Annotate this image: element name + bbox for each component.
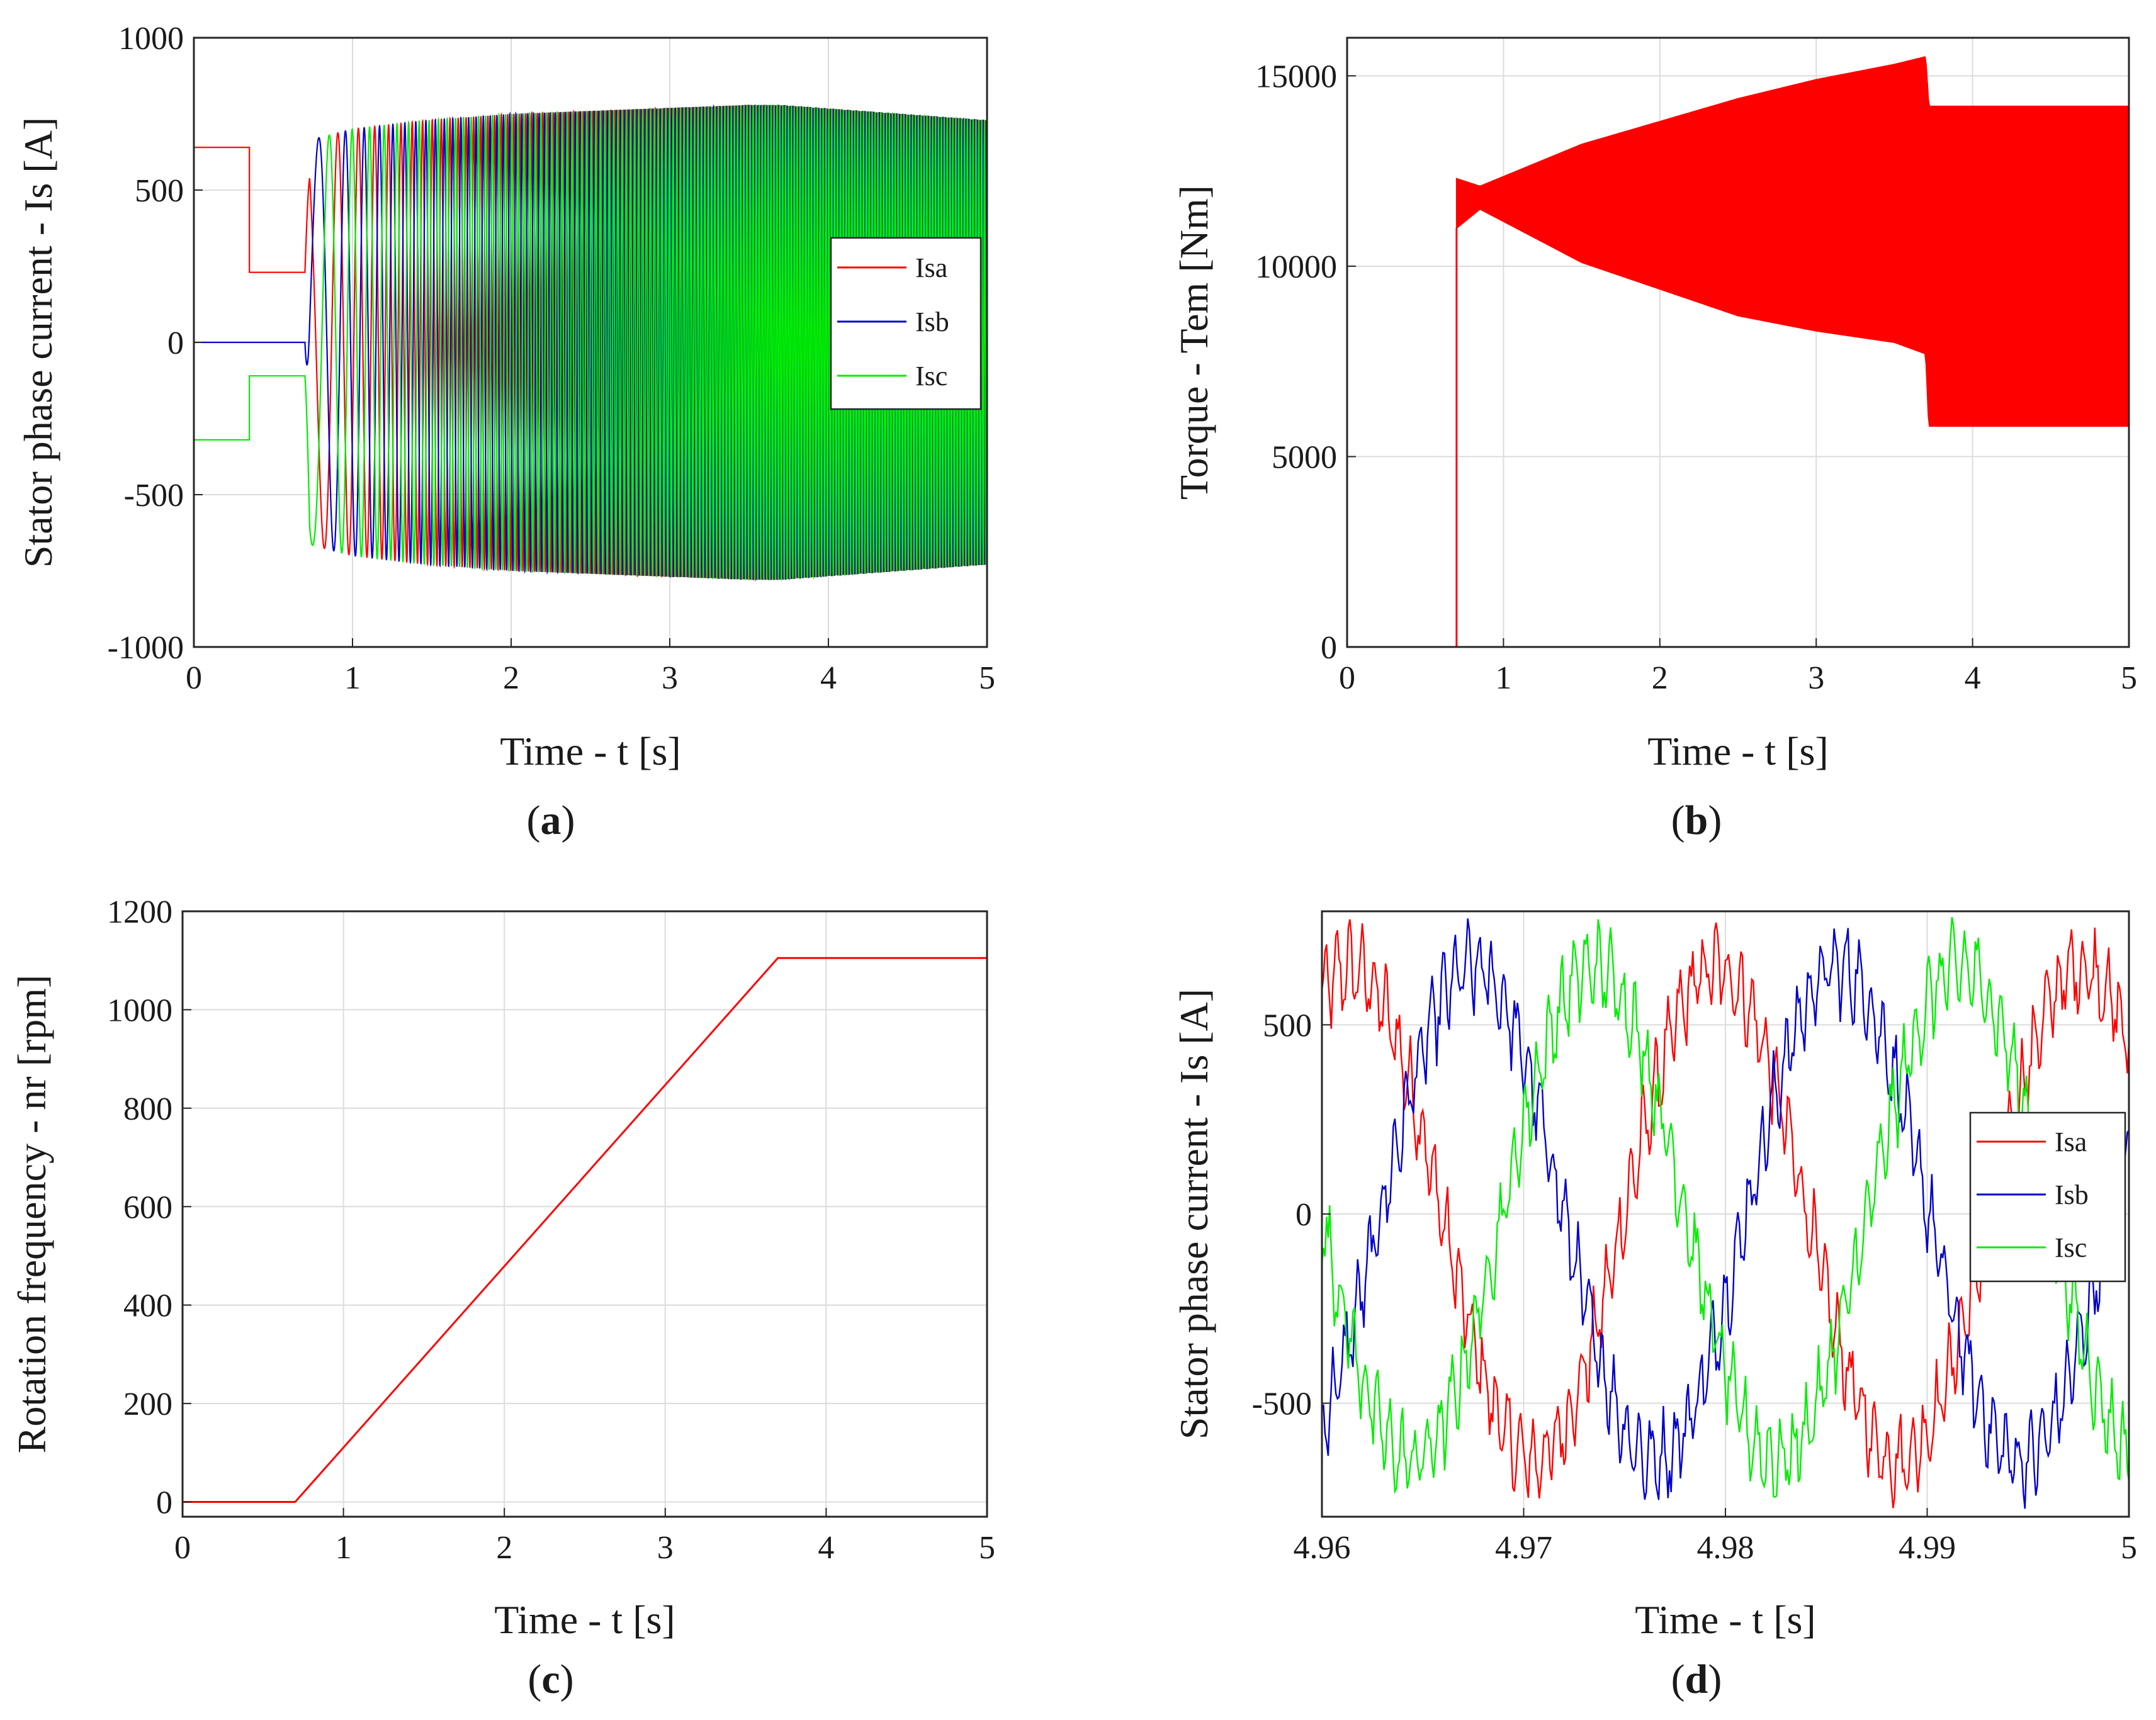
x-tick-label: 3 — [657, 1530, 674, 1566]
y-tick-label: 15000 — [1255, 59, 1337, 95]
series-line-isb — [1322, 918, 2129, 1509]
x-tick-label: 0 — [1339, 660, 1355, 696]
legend-label-isa: Isa — [915, 252, 947, 283]
x-tick-label: 4 — [1965, 660, 1981, 696]
legend-label-isc: Isc — [2055, 1232, 2087, 1263]
x-axis-label-a: Time - t [s] — [500, 729, 680, 773]
traces-b — [1347, 56, 2129, 647]
y-tick-label: 0 — [156, 1485, 172, 1521]
y-tick-label: 0 — [1321, 630, 1337, 666]
torque-oscillation-band — [1455, 56, 2129, 427]
legend-label-isb: Isb — [915, 306, 949, 337]
legend-box — [830, 237, 982, 410]
y-axis-label-c: Rotation frequency - nr [rpm] — [9, 975, 54, 1454]
y-tick-label: 10000 — [1255, 249, 1337, 285]
x-tick-label: 2 — [1652, 660, 1668, 696]
x-tick-label: 2 — [496, 1530, 512, 1566]
y-axis-label-b: Torque - Tem [Nm] — [1171, 185, 1216, 500]
x-tick-label: 1 — [336, 1530, 352, 1566]
y-tick-label: 500 — [135, 173, 184, 209]
tick-labels-a: 0 1 2 3 4 5 -1000 -500 0 500 1000 — [108, 21, 995, 696]
y-tick-label: -1000 — [108, 630, 184, 666]
caption-letter-a: a — [541, 797, 562, 843]
y-tick-label: 600 — [123, 1189, 172, 1225]
y-tick-label: 800 — [123, 1091, 172, 1127]
x-tick-label: 5 — [2121, 660, 2137, 696]
x-tick-label: 5 — [979, 1530, 995, 1566]
x-tick-label: 4 — [818, 1530, 834, 1566]
chart-a: 0 1 2 3 4 5 -1000 -500 0 500 1000 Time - t [s] Sta… — [16, 21, 995, 843]
x-tick-label: 3 — [662, 660, 678, 696]
tick-labels-b: 0 1 2 3 4 5 0 5000 10000 15000 — [1255, 59, 2137, 697]
x-tick-label: 4 — [820, 660, 837, 696]
y-tick-label: -500 — [124, 478, 184, 514]
caption-letter-b: b — [1685, 797, 1708, 843]
caption-letter-d: d — [1685, 1656, 1708, 1702]
caption-a: (a) — [527, 797, 575, 843]
caption-b: (b) — [1671, 797, 1722, 843]
y-tick-label: 1200 — [107, 894, 172, 930]
x-tick-label: 4.96 — [1294, 1530, 1351, 1566]
x-tick-label: 5 — [2121, 1530, 2137, 1566]
x-tick-label: 4.98 — [1697, 1530, 1754, 1566]
series-line-isc — [194, 104, 987, 582]
chart-c: 0 1 2 3 4 5 0 200 400 600 800 1000 1200 Time - t [s]… — [9, 894, 995, 1702]
chart-d: 4.96 4.97 4.98 4.99 5 -500 0 500 Time - t [s] S… — [1171, 910, 2137, 1702]
x-axis-label-d: Time - t [s] — [1635, 1597, 1815, 1642]
y-tick-label: 400 — [123, 1288, 172, 1324]
x-tick-label: 2 — [503, 660, 519, 696]
y-tick-label: 1000 — [107, 992, 172, 1028]
series-line-nr — [183, 957, 987, 1503]
x-axis-label-c: Time - t [s] — [494, 1597, 675, 1642]
y-tick-label: 0 — [167, 325, 184, 361]
plot-area-c — [183, 911, 987, 1517]
x-tick-label: 3 — [1808, 660, 1824, 696]
y-tick-label: 500 — [1263, 1008, 1312, 1043]
axes-frame-c — [181, 910, 988, 1518]
caption-letter-c: c — [541, 1656, 560, 1702]
y-axis-label-a: Stator phase current - Is [A] — [16, 117, 60, 568]
traces-c — [183, 957, 987, 1503]
series-line-isc — [1322, 917, 2129, 1498]
y-tick-label: 5000 — [1272, 440, 1337, 476]
legend-d: Isa Isb Isc — [1969, 1111, 2126, 1283]
legend-box — [1969, 1111, 2126, 1283]
legend-label-isb: Isb — [2055, 1179, 2089, 1210]
y-tick-label: 1000 — [118, 21, 184, 57]
axes-frame-b — [1346, 37, 2130, 648]
legend-label-isc: Isc — [915, 361, 947, 391]
y-tick-label: 0 — [1295, 1197, 1312, 1233]
y-axis-label-d: Stator phase current - Is [A] — [1171, 989, 1216, 1439]
x-tick-label: 4.97 — [1495, 1530, 1552, 1566]
y-tick-label: 200 — [123, 1386, 172, 1422]
caption-d: (d) — [1671, 1656, 1722, 1702]
x-tick-label: 0 — [186, 660, 202, 696]
x-tick-label: 0 — [174, 1530, 191, 1566]
caption-c: (c) — [528, 1656, 573, 1702]
x-tick-label: 1 — [1495, 660, 1511, 696]
x-tick-label: 4.99 — [1899, 1530, 1956, 1566]
y-tick-label: -500 — [1252, 1386, 1312, 1422]
torque-startup-line — [1347, 228, 1458, 647]
tick-labels-c: 0 1 2 3 4 5 0 200 400 600 800 1000 1200 — [107, 894, 995, 1566]
tick-labels-d: 4.96 4.97 4.98 4.99 5 -500 0 500 — [1252, 1008, 2137, 1566]
legend-label-isa: Isa — [2055, 1127, 2087, 1157]
legend-a: Isa Isb Isc — [830, 237, 982, 410]
x-tick-label: 1 — [344, 660, 361, 696]
x-tick-label: 5 — [979, 660, 995, 696]
x-axis-label-b: Time - t [s] — [1647, 729, 1828, 773]
chart-b: 0 1 2 3 4 5 0 5000 10000 15000 Time - t [s] Torqu… — [1171, 37, 2137, 843]
